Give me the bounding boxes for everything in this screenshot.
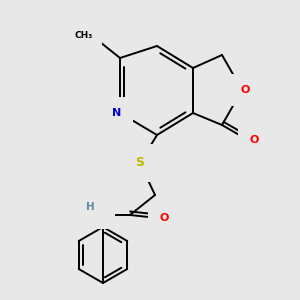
Text: N: N [94, 208, 103, 218]
Text: N: N [112, 108, 122, 118]
Text: O: O [159, 213, 169, 223]
Text: O: O [240, 85, 250, 95]
Text: O: O [249, 135, 259, 145]
Text: CH₃: CH₃ [75, 32, 93, 40]
Text: H: H [85, 202, 94, 212]
Text: S: S [136, 157, 145, 169]
